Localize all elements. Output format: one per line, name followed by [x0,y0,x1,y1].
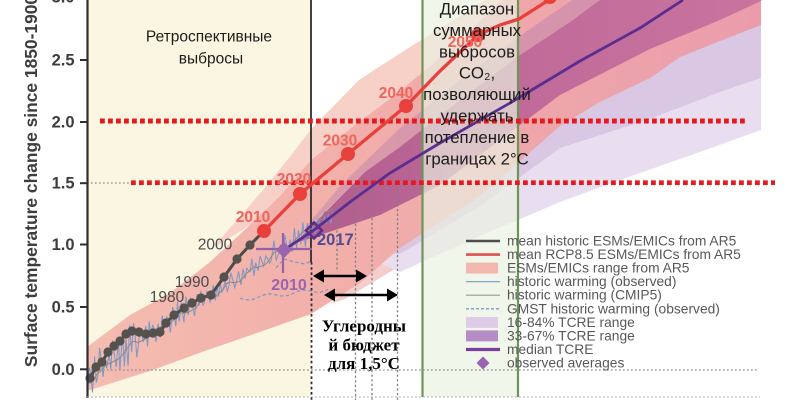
svg-text:2.0: 2.0 [52,114,75,132]
svg-text:0.0: 0.0 [52,361,75,379]
svg-text:historic warming (observed): historic warming (observed) [507,274,676,289]
svg-text:2.5: 2.5 [52,52,75,70]
svg-text:суммарных: суммарных [433,21,522,40]
svg-text:2030: 2030 [323,133,357,150]
svg-text:для 1,5°С: для 1,5°С [328,354,400,373]
svg-text:2010: 2010 [271,277,307,294]
svg-text:выбросов: выбросов [439,42,515,61]
svg-text:потепление в: потепление в [425,128,530,147]
svg-text:mean RCP8.5 ESMs/EMICs from AR: mean RCP8.5 ESMs/EMICs from AR5 [507,247,741,262]
svg-text:16-84% TCRE range: 16-84% TCRE range [507,315,635,330]
svg-text:3.0: 3.0 [52,0,75,7]
svg-text:CO₂,: CO₂, [459,64,495,83]
svg-text:1.0: 1.0 [52,236,75,254]
svg-text:mean historic ESMs/EMICs from: mean historic ESMs/EMICs from AR5 [507,234,737,249]
svg-text:удержать: удержать [441,107,514,126]
svg-text:observed averages: observed averages [507,356,624,371]
svg-text:Surface temperature change sin: Surface temperature change since 1850-19… [21,0,41,367]
svg-text:33-67% TCRE range: 33-67% TCRE range [507,328,635,343]
svg-text:выбросы: выбросы [179,51,243,68]
svg-text:1990: 1990 [175,274,210,291]
svg-text:2010: 2010 [236,209,270,226]
svg-text:1980: 1980 [150,289,185,306]
svg-text:historic warming (CMIP5): historic warming (CMIP5) [507,288,662,303]
svg-text:2050: 2050 [448,34,482,51]
svg-text:2040: 2040 [379,85,413,102]
svg-text:1.5: 1.5 [52,175,75,193]
svg-text:0.5: 0.5 [52,299,75,317]
svg-text:Ретроспективные: Ретроспективные [146,29,272,46]
svg-text:GMST historic warming (observe: GMST historic warming (observed) [507,301,720,316]
svg-text:ESMs/EMICs range from AR5: ESMs/EMICs range from AR5 [507,261,690,276]
svg-text:2020: 2020 [277,171,311,188]
svg-text:2000: 2000 [198,237,233,254]
svg-text:median TCRE: median TCRE [507,342,593,357]
svg-text:2017: 2017 [317,231,354,249]
svg-text:й бюджет: й бюджет [328,335,400,354]
svg-text:Диапазон: Диапазон [440,0,514,19]
svg-text:границах 2°C: границах 2°C [425,149,529,168]
svg-text:позволяющий: позволяющий [423,85,531,104]
svg-text:Углеродны: Углеродны [322,317,406,336]
